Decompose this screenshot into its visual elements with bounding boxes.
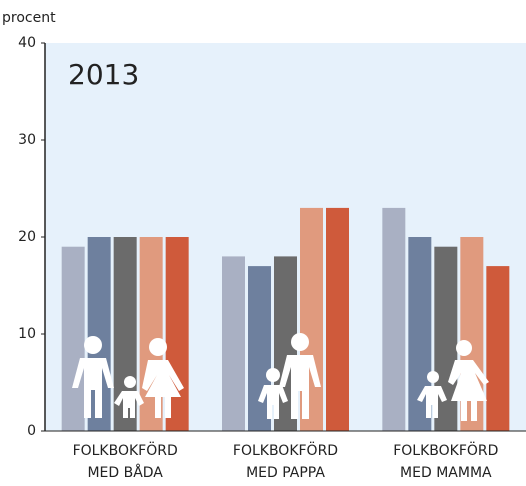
y-tick-label: 40 [18,35,36,51]
icon-both [72,336,184,418]
x-tick-label-line: FOLKBOKFÖRD [233,441,338,459]
bar [326,207,349,431]
y-tick-label: 20 [18,229,36,245]
family-icons [72,333,489,421]
x-tick-label: FOLKBOKFÖRD MED PAPPA [233,441,338,481]
y-tick-label: 0 [27,423,36,439]
annotation: 2013 [68,58,139,91]
bar [408,237,432,431]
x-tick-label-line: MED PAPPA [246,465,325,481]
y-tick-label: 10 [18,326,36,342]
bar [222,256,245,431]
x-tick-label-line: FOLKBOKFÖRD [393,441,498,459]
x-tick-label: FOLKBOKFÖRD MED MAMMA [393,441,498,481]
y-tick-label: 30 [18,132,36,148]
x-tick-label: FOLKBOKFÖRD MED BÅDA [73,441,178,481]
x-tick-label-line: FOLKBOKFÖRD [73,441,178,459]
x-tick-label-line: MED MAMMA [400,465,492,481]
y-axis-label: procent [2,10,56,26]
bar [486,266,510,431]
x-tick-label-line: MED BÅDA [87,464,163,481]
bar [61,246,85,431]
bar [434,246,458,431]
icon-mother [417,340,489,421]
icon-father [258,333,321,419]
bar [382,207,406,431]
